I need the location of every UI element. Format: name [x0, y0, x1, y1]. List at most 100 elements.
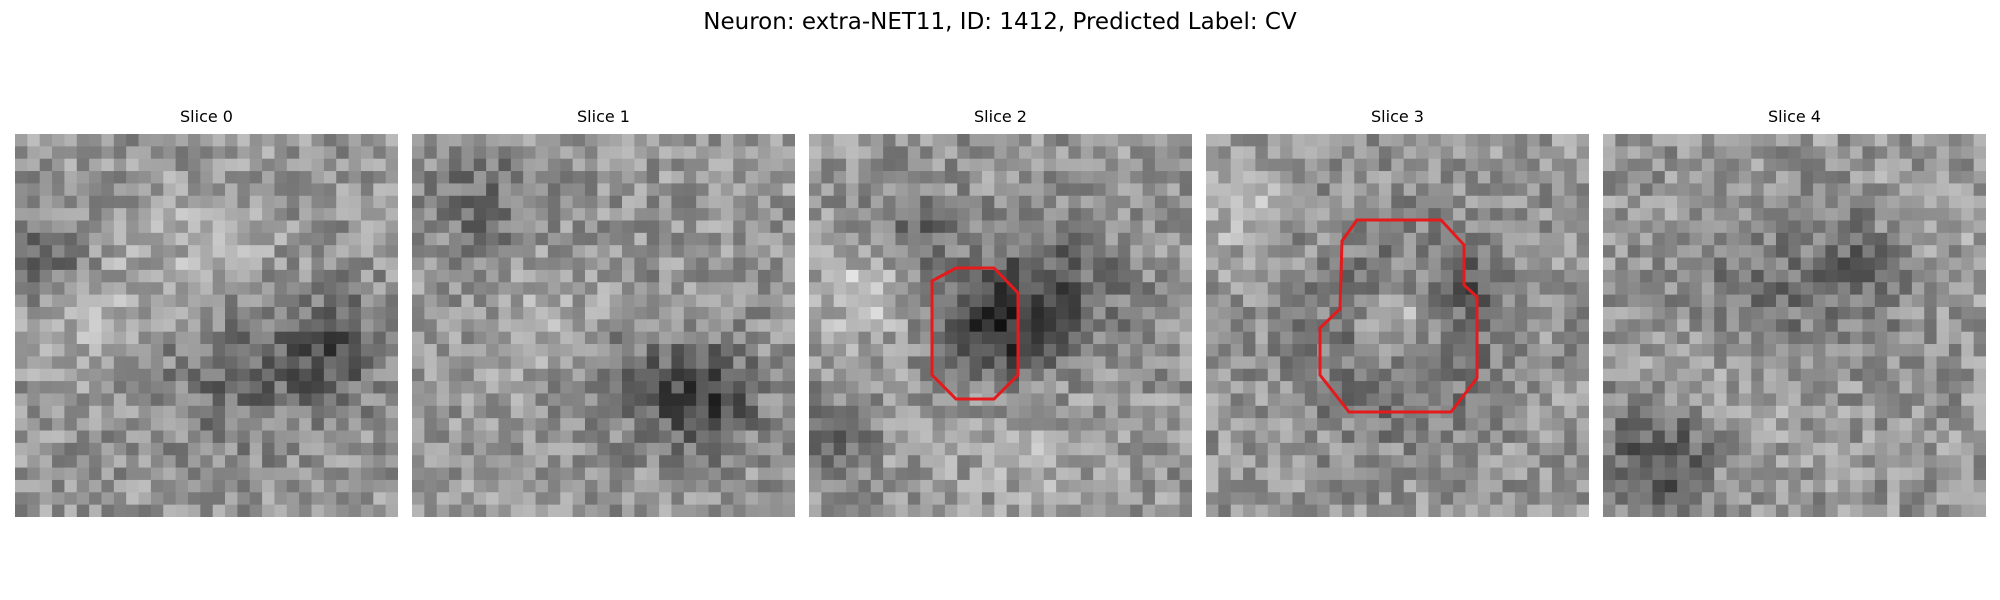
pixel [138, 146, 152, 160]
pixel [1117, 492, 1131, 506]
pixel [1477, 344, 1491, 357]
pixel [1664, 208, 1678, 221]
pixel [163, 504, 177, 517]
pixel [1627, 467, 1641, 481]
pixel [1899, 430, 1913, 444]
pixel [733, 418, 746, 431]
pixel [1603, 393, 1616, 407]
pixel [1911, 344, 1925, 357]
pixel [932, 504, 946, 517]
pixel [262, 319, 275, 333]
pixel [1154, 134, 1168, 147]
pixel [1056, 282, 1069, 296]
pixel [64, 356, 78, 370]
pixel [1726, 294, 1740, 308]
pixel [883, 393, 896, 407]
pixel [52, 368, 65, 382]
pixel [249, 442, 263, 456]
pixel [883, 134, 896, 147]
pixel [1043, 232, 1057, 246]
pixel [1130, 455, 1143, 468]
pixel [1317, 479, 1330, 493]
pixel [646, 134, 660, 147]
pixel [1948, 232, 1962, 246]
pixel [299, 381, 312, 394]
pixel [858, 479, 872, 493]
pixel [957, 158, 971, 172]
pixel [1615, 455, 1629, 468]
pixel [373, 393, 387, 407]
pixel [360, 492, 374, 506]
pixel [920, 356, 933, 370]
pixel [1726, 282, 1740, 296]
pixel [1080, 232, 1094, 246]
pixel [782, 430, 795, 444]
pixel [1230, 158, 1244, 172]
pixel [535, 220, 549, 234]
pixel [671, 331, 685, 345]
pixel [1850, 381, 1863, 394]
pixel [436, 430, 450, 444]
pixel [1738, 134, 1752, 147]
pixel [1304, 171, 1318, 184]
pixel [262, 294, 275, 308]
pixel [833, 393, 847, 407]
pixel [1887, 442, 1900, 456]
pixel [1354, 479, 1368, 493]
pixel [1105, 344, 1119, 357]
pixel [1304, 294, 1318, 308]
pixel [498, 220, 512, 234]
pixel [323, 368, 337, 382]
pixel [1899, 158, 1913, 172]
pixel [64, 134, 78, 147]
pixel [52, 418, 65, 431]
pixel [535, 381, 549, 394]
pixel [1551, 455, 1565, 468]
pixel [1366, 158, 1380, 172]
pixel [15, 504, 28, 517]
pixel [1973, 418, 1986, 431]
pixel [299, 356, 312, 370]
pixel [1576, 405, 1589, 419]
pixel [1924, 368, 1937, 382]
pixel [560, 344, 574, 357]
pixel [449, 344, 462, 357]
pixel [1105, 195, 1119, 209]
pixel [449, 442, 462, 456]
pixel [101, 146, 115, 160]
pixel [101, 134, 115, 147]
pixel [274, 344, 288, 357]
pixel [323, 183, 337, 197]
pixel [907, 368, 921, 382]
pixel [1354, 381, 1368, 394]
pixel [1874, 455, 1888, 468]
pixel [436, 467, 450, 481]
pixel [15, 294, 28, 308]
pixel [1329, 368, 1343, 382]
pixel [920, 381, 933, 394]
pixel [1428, 245, 1442, 258]
pixel [809, 245, 822, 258]
pixel [498, 282, 512, 296]
pixel [1677, 208, 1690, 221]
pixel [1862, 393, 1876, 407]
pixel [1714, 381, 1727, 394]
pixel [1167, 232, 1181, 246]
pixel [1329, 331, 1343, 345]
pixel [969, 208, 983, 221]
pixel [1800, 331, 1814, 345]
pixel [1477, 504, 1491, 517]
pixel [560, 146, 574, 160]
pixel [449, 183, 462, 197]
pixel [1527, 418, 1540, 431]
pixel [1403, 171, 1417, 184]
pixel [299, 368, 312, 382]
pixel [299, 418, 312, 431]
pixel [782, 158, 795, 172]
pixel [597, 134, 611, 147]
pixel [1936, 220, 1950, 234]
pixel [1465, 467, 1479, 481]
pixel [1837, 393, 1851, 407]
pixel [1788, 232, 1802, 246]
pixel [1230, 306, 1244, 320]
